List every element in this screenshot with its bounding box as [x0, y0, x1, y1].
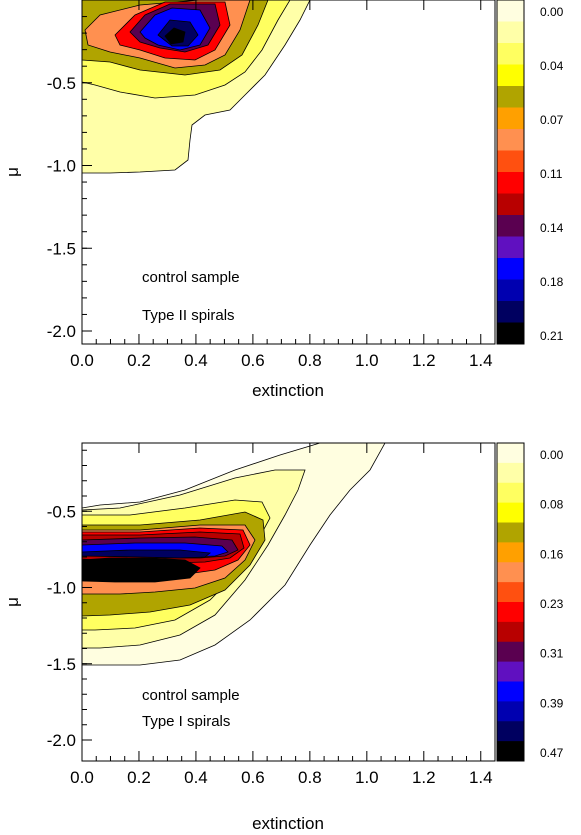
colorbar-label: 0.18 [540, 275, 564, 289]
colorbar-band [497, 741, 524, 762]
colorbar-label: 0.07 [540, 113, 564, 127]
colorbar-band [497, 21, 524, 44]
colorbar-band [497, 64, 524, 87]
colorbar-band [497, 129, 524, 151]
contour-plot-2 [82, 443, 386, 666]
colorbar-band [497, 43, 524, 65]
x-tick-label: 0.0 [70, 351, 94, 370]
y-axis-label-2: μ [3, 597, 22, 607]
colorbar-band [497, 236, 524, 259]
contour-level-11 [82, 557, 201, 583]
colorbar-band [497, 641, 524, 663]
x-tick-label: 1.4 [469, 351, 493, 370]
colorbar-label: 0.08 [540, 498, 564, 512]
colorbar-band [497, 107, 524, 130]
x-tick-label: 0.8 [298, 768, 322, 787]
contour-plot-1 [82, 0, 311, 174]
x-tick-label: 1.2 [412, 351, 436, 370]
colorbar-band [497, 443, 524, 464]
colorbar-band [497, 482, 524, 504]
x-tick-label: 0.4 [184, 768, 208, 787]
colorbar-label: 0.23 [540, 597, 564, 611]
annotation-control-sample-1: control sample [142, 269, 240, 286]
colorbar-band [497, 661, 524, 682]
x-tick-label: 0.2 [127, 351, 151, 370]
y-tick-label: -1.5 [47, 239, 76, 258]
colorbar-1: 0.00 0.04 0.07 0.11 0.14 0.18 0.21 [496, 0, 564, 345]
x-tick-label: 1.2 [412, 768, 436, 787]
y-axis-label-1: μ [3, 167, 22, 177]
colorbar-label: 0.11 [540, 167, 563, 181]
colorbar-band [497, 621, 524, 643]
colorbar-label: 0.31 [540, 647, 564, 661]
colorbar-band [497, 150, 524, 173]
x-tick-label: 1.0 [355, 768, 379, 787]
colorbar-label: 0.00 [540, 448, 564, 462]
y-tick-label: -2.0 [47, 731, 76, 750]
colorbar-band [497, 502, 524, 523]
x-axis-label-1: extinction [252, 381, 324, 400]
x-tick-label: 1.4 [469, 768, 493, 787]
panel-1: 0.0 0.2 0.4 0.6 0.8 1.0 1.2 1.4 -0.5 -1.0 -1.5 -2.0… [3, 0, 564, 400]
colorbar-band [497, 172, 524, 194]
colorbar-frame [496, 0, 525, 345]
x-tick-label: 0.4 [184, 351, 208, 370]
colorbar-band [497, 258, 524, 280]
panel-2: 0.0 0.2 0.4 0.6 0.8 1.0 1.2 1.4 -0.5 -1.0 -1.5 -2.0… [3, 442, 564, 833]
colorbar-label: 0.00 [540, 5, 564, 19]
plot-frame-2 [81, 442, 496, 762]
colorbar-label: 0.21 [540, 329, 564, 343]
colorbar-label: 0.14 [540, 221, 564, 235]
colorbar-band [497, 0, 524, 22]
y-tick-label: -1.0 [47, 579, 76, 598]
colorbar-band [497, 301, 524, 323]
x-tick-label: 0.6 [241, 768, 265, 787]
colorbar-frame [496, 442, 525, 762]
y-tick-label: -2.0 [47, 322, 76, 341]
x-tick-label: 0.6 [241, 351, 265, 370]
colorbar-2: 0.00 0.08 0.16 0.23 0.31 0.39 0.47 [496, 442, 564, 762]
colorbar-band [497, 542, 524, 563]
annotation-control-sample-2: control sample [142, 687, 240, 704]
axes-2: 0.0 0.2 0.4 0.6 0.8 1.0 1.2 1.4 -0.5 -1.0 -1.5 -2.0 [47, 443, 493, 787]
x-tick-label: 0.0 [70, 768, 94, 787]
colorbar-label: 0.16 [540, 547, 564, 561]
x-axis-label-2: extinction [252, 814, 324, 833]
colorbar-band [497, 681, 524, 702]
contour-level-10 [82, 549, 212, 559]
colorbar-band [497, 279, 524, 302]
axes-1: 0.0 0.2 0.4 0.6 0.8 1.0 1.2 1.4 -0.5 -1.0 -1.5 -2.0 [47, 0, 493, 370]
annotation-type-ii-spirals: Type II spirals [142, 307, 235, 324]
x-tick-label: 0.2 [127, 768, 151, 787]
y-tick-label: -1.5 [47, 655, 76, 674]
y-tick-label: -0.5 [47, 74, 76, 93]
colorbar-label: 0.39 [540, 696, 564, 710]
colorbar-band [497, 701, 524, 722]
plot-frame-1 [81, 0, 496, 345]
colorbar-band [497, 193, 524, 216]
colorbar-label: 0.47 [540, 746, 564, 760]
y-tick-label: -1.0 [47, 157, 76, 176]
colorbar-band [497, 322, 524, 345]
x-tick-label: 0.8 [298, 351, 322, 370]
colorbar-band [497, 602, 524, 623]
contour-level-9 [164, 27, 186, 45]
colorbar-band [497, 562, 524, 583]
colorbar-band [497, 721, 524, 742]
colorbar-label: 0.04 [540, 59, 564, 73]
annotation-type-i-spirals: Type I spirals [142, 713, 230, 730]
x-tick-label: 1.0 [355, 351, 379, 370]
colorbar-band [497, 522, 524, 543]
colorbar-band [497, 462, 524, 484]
colorbar-band [497, 86, 524, 108]
colorbar-band [497, 215, 524, 237]
y-tick-label: -0.5 [47, 502, 76, 521]
colorbar-band [497, 582, 524, 603]
